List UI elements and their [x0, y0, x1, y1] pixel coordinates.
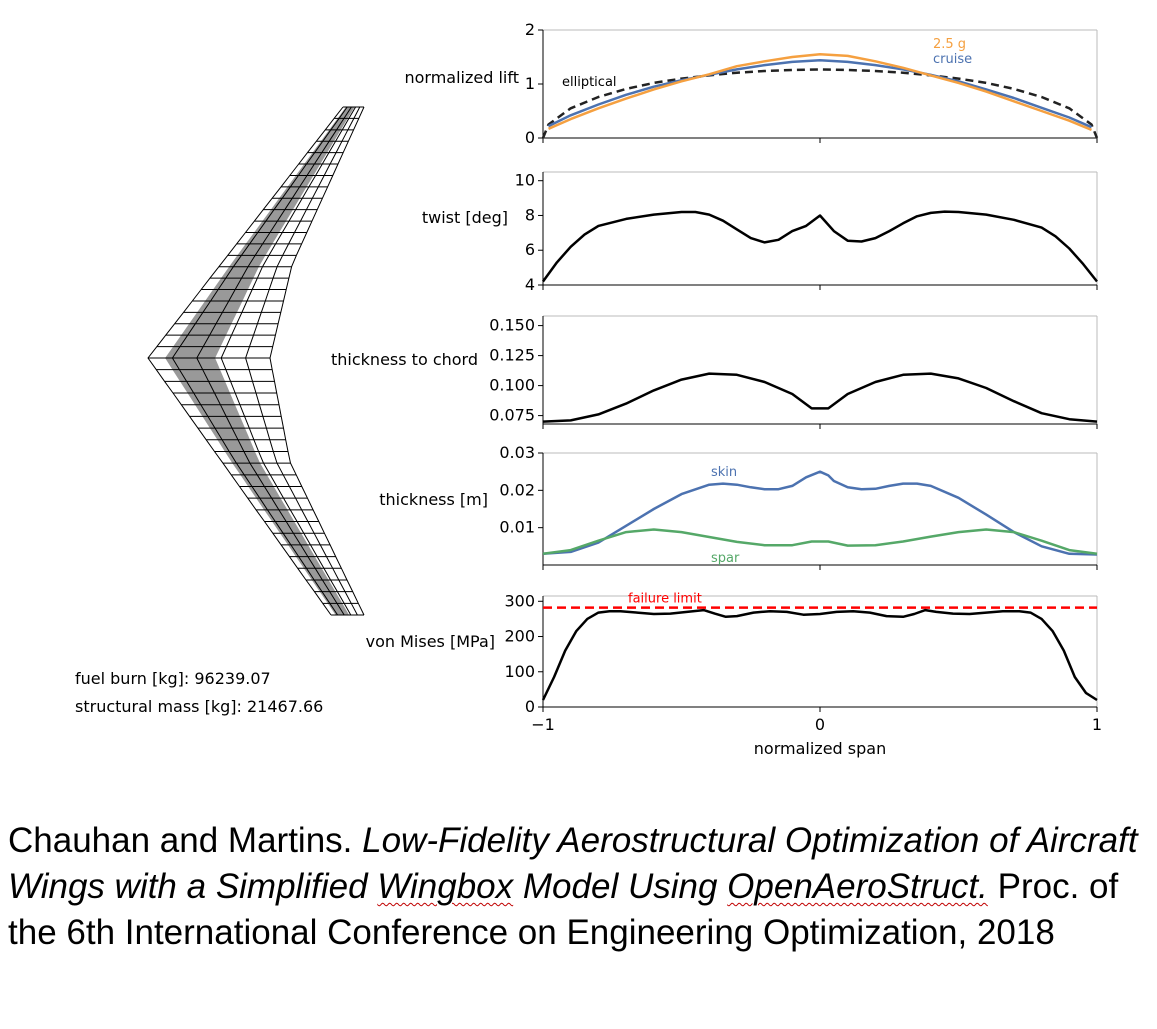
y-tick-label: 6 — [525, 240, 535, 259]
mesh-span-line — [147, 106, 344, 616]
y-tick-label: 0.03 — [499, 443, 535, 462]
y-tick-label: 1 — [525, 74, 535, 93]
chart-panel-2: 4 6 8 10 twist [deg] — [422, 171, 1098, 294]
y-tick-label: 0.100 — [489, 376, 535, 395]
series-line-elliptical — [541, 68, 1099, 139]
y-tick-label: 0.01 — [499, 518, 535, 537]
chart-panel-3: 0.075 0.100 0.125 0.150 thickness to chord — [331, 315, 1098, 429]
y-tick-label: 0.150 — [489, 316, 535, 335]
citation: Chauhan and Martins. Low-Fidelity Aerost… — [8, 818, 1153, 956]
structural-mass-readout: structural mass [kg]: 21467.66 — [75, 697, 324, 716]
citation-title-wingbox: Wingbox — [377, 867, 514, 906]
annotation-spar: spar — [711, 551, 740, 566]
citation-title-part2: Model Using — [522, 867, 718, 906]
y-axis-label: thickness to chord — [331, 350, 478, 369]
y-axis-label: normalized lift — [404, 68, 519, 87]
y-tick-label: 300 — [504, 591, 535, 610]
y-tick-label: 0 — [525, 697, 535, 716]
mesh-span-line — [196, 106, 352, 616]
series-line — [541, 210, 1098, 283]
y-tick-label: 0.075 — [489, 406, 535, 425]
y-axis-label: thickness [m] — [379, 490, 488, 509]
series-line-2.5-g — [547, 53, 1092, 132]
citation-title-part1: Low-Fidelity Aerostructural Optimization… — [8, 821, 1138, 906]
series-line-cruise — [547, 58, 1093, 129]
citation-title: Low-Fidelity Aerostructural Optimization… — [8, 821, 1138, 906]
series-line — [541, 608, 1098, 702]
annotation-cruise: cruise — [933, 52, 972, 67]
mesh-span-line — [171, 106, 348, 616]
y-axis-label: twist [deg] — [422, 208, 508, 227]
annotation-skin: skin — [711, 465, 737, 480]
citation-title-oas: OpenAeroStruct. — [727, 867, 988, 906]
wing-mesh-diagram — [147, 106, 365, 616]
series-line-skin — [542, 470, 1098, 556]
y-tick-label: 8 — [525, 205, 535, 224]
y-tick-label: 2 — [525, 20, 535, 39]
x-axis-label: normalized span — [754, 739, 886, 758]
mesh-span-line — [220, 106, 357, 616]
chart-panel-5: 0 100 200 300 von Mises [MPa] failure limit −1… — [366, 591, 1102, 758]
y-tick-label: 4 — [525, 275, 535, 294]
wingbox-band — [165, 107, 355, 615]
x-tick-label: −1 — [531, 715, 555, 734]
x-tick-label: 0 — [815, 715, 825, 734]
y-axis-label: von Mises [MPa] — [366, 632, 495, 651]
mesh-span-line — [245, 106, 361, 616]
y-tick-label: 0.125 — [489, 346, 535, 365]
y-tick-label: 0 — [525, 128, 535, 147]
annotation-elliptical: elliptical — [562, 75, 617, 90]
mesh-span-line — [269, 106, 365, 616]
y-tick-label: 0.02 — [499, 480, 535, 499]
citation-authors: Chauhan and Martins. — [8, 821, 353, 860]
y-tick-label: 100 — [504, 662, 535, 681]
failure-limit-label: failure limit — [628, 592, 702, 607]
chart-panel-4: 0.01 0.02 0.03 thickness [m] skin spar — [379, 443, 1098, 570]
citation-venue: Proc. of the 6th International Conferenc… — [8, 867, 1119, 952]
annotation-2.5g: 2.5 g — [933, 37, 966, 52]
x-tick-label: 1 — [1092, 715, 1102, 734]
series-line — [542, 372, 1098, 423]
fuel-burn-readout: fuel burn [kg]: 96239.07 — [75, 669, 271, 688]
series-line-spar — [542, 528, 1098, 556]
y-tick-label: 10 — [515, 171, 535, 190]
y-tick-label: 200 — [504, 627, 535, 646]
